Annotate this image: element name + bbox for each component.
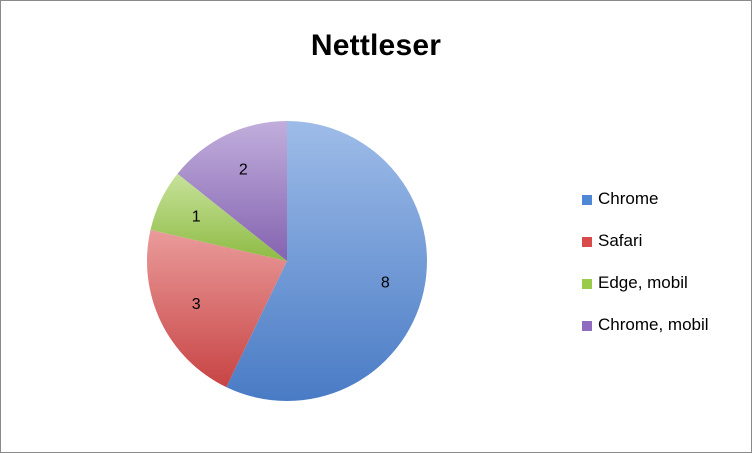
data-label-chrome: 8 [381,275,390,292]
legend-label-chrome-mobil: Chrome, mobil [598,315,709,334]
pie-slice-safari [146,229,287,388]
legend-swatch-chrome [582,195,592,205]
legend-label-edge-mobil: Edge, mobil [598,273,688,292]
data-label-safari: 3 [192,296,201,313]
data-label-edge-mobil: 1 [192,209,201,226]
pie-slice-edge-mobil [150,173,287,261]
legend-swatch-edge-mobil [582,279,592,289]
legend-label-safari: Safari [598,231,643,250]
pie-slice-chrome-mobil [177,121,287,261]
pie-slice-chrome [226,121,427,402]
legend-label-chrome: Chrome [598,189,659,208]
legend-swatch-chrome-mobil [582,321,592,331]
chart-title: Nettleser [310,29,442,62]
legend-swatch-safari [582,237,592,247]
data-label-chrome-mobil: 2 [239,161,248,178]
